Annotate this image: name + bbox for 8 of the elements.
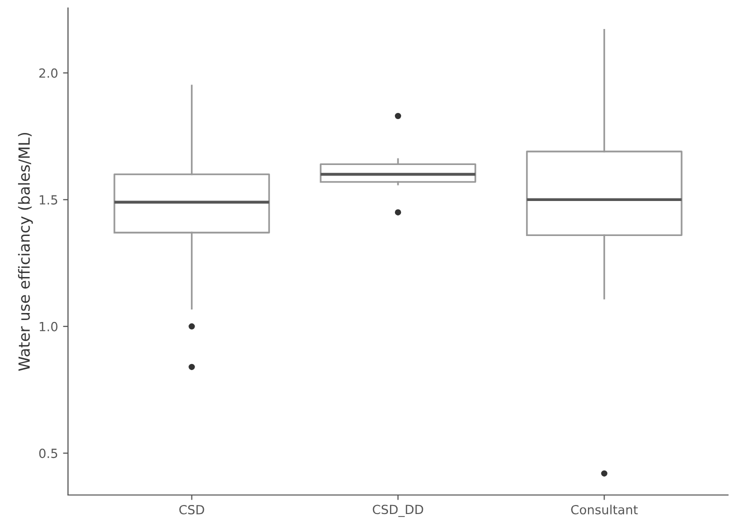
y-tick-label: 2.0 — [39, 68, 58, 78]
x-tick-label: Consultant — [571, 504, 638, 514]
x-tick-label: CSD_DD — [372, 504, 424, 517]
y-tick-label: 0.5 — [39, 448, 58, 458]
y-tick-label: 1.5 — [40, 195, 58, 205]
x-tick-label: CSD — [179, 504, 204, 514]
y-tick-label: 1.0 — [40, 322, 58, 332]
y-axis-title: Water use efficiancy (bales/ML) — [18, 132, 33, 371]
